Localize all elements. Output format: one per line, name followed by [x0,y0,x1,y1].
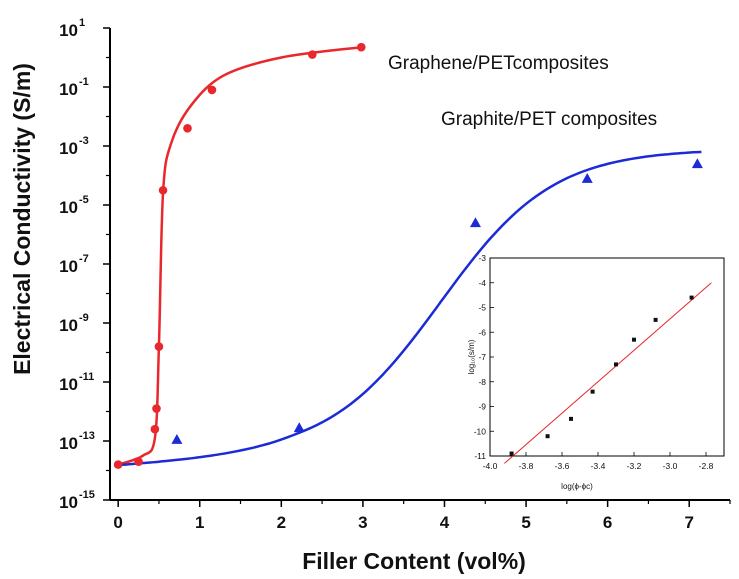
inset-point [689,295,694,300]
graphite-fit-curve [114,150,702,467]
inset-y-title: log₁₀(s/m) [467,339,476,374]
inset-fit-line [504,282,712,464]
inset-y-tick-label: -9 [478,402,486,412]
y-tick-exponent: -11 [79,371,94,383]
graphene-point [183,124,192,133]
inset-y-tick-label: -7 [478,352,486,362]
y-tick-label: 10 [59,21,78,40]
graphite-point [581,172,593,183]
y-tick-exponent: -9 [79,312,89,324]
graphene-point [207,85,217,95]
x-tick-label: 7 [684,513,693,532]
y-tick-label: 10 [59,316,78,335]
x-tick-label: 0 [113,513,122,532]
legend-graphite: Graphite/PET composites [441,109,657,130]
y-tick-exponent: 1 [79,17,85,29]
inset-y-tick-label: -11 [474,451,486,461]
y-tick-exponent: -13 [79,430,95,442]
y-tick-base: 10 [59,493,78,512]
y-tick-base: 10 [59,21,78,40]
graphene-point [154,342,164,351]
x-tick-label: 6 [603,513,612,532]
graphene-point [308,50,317,59]
y-tick-exponent: -1 [79,76,89,88]
inset-y-tick-label: -5 [478,303,486,313]
y-tick-label: 10 [59,434,78,453]
main-fit-curves [114,45,702,467]
y-tick-base: 10 [59,375,78,394]
inset-point [614,362,618,367]
main-axes [103,27,731,507]
inset-x-tick-label: -2.8 [699,461,714,471]
inset-tick-labels: -3 -4 -5 -6 -7 -8 -9 -10 -11-4.0 -3.8 -3.6 -3.4 -3.2… [474,253,714,471]
y-tick-label: 10 [59,80,78,99]
x-tick-label: 2 [277,513,286,532]
y-tick-exponent: -15 [79,489,95,501]
graphite-point [469,217,481,228]
inset-x-tick-label: -3.4 [591,461,606,471]
inset-x-title: log(ϕ-ϕc) [561,482,593,491]
graphite-point [171,434,183,444]
y-axis-title: Electrical Conductivity (S/m) [9,63,35,375]
inset-x-tick-label: -4.0 [483,461,498,471]
graphene-point [158,185,168,195]
x-tick-label: 3 [358,513,367,532]
y-tick-label: 10 [59,198,78,217]
inset-y-tick-label: -3 [478,253,486,263]
inset-data-points [509,295,694,456]
y-tick-base: 10 [59,139,78,158]
y-tick-label: 10 [59,375,78,394]
y-tick-base: 10 [59,80,78,99]
inset-y-tick-label: -8 [478,377,486,387]
y-tick-label: 10 [59,257,78,276]
legend-graphene: Graphene/PETcomposites [388,53,609,74]
y-tick-base: 10 [59,434,78,453]
inset-x-tick-label: -3.6 [555,461,570,471]
x-axis-title: Filler Content (vol%) [302,548,526,574]
inset-point [632,337,636,342]
graphene-fit-curve [117,45,362,466]
y-tick-label: 10 [59,139,78,158]
y-tick-exponent: -5 [79,194,89,206]
x-tick-label: 5 [521,513,530,532]
inset-y-tick-label: -4 [478,278,486,288]
graphene-point [356,42,366,52]
y-tick-label: 10 [59,493,78,512]
y-tick-exponent: -3 [79,135,89,147]
inset-fit-line [504,282,712,464]
graphite-point [691,158,703,169]
inset-point [545,434,550,439]
graphene-point [113,460,123,469]
inset-point [590,389,595,394]
inset-y-tick-label: -10 [474,426,487,436]
y-tick-base: 10 [59,198,78,217]
x-tick-label: 4 [440,513,450,532]
graphene-point [150,424,160,434]
inset-x-tick-label: -3.0 [663,461,678,471]
main-data-points [113,42,703,469]
graphene-point [134,457,143,466]
inset-axes [489,257,725,457]
inset-chart: -3 -4 -5 -6 -7 -8 -9 -10 -11-4.0 -3.8 -3.6 -3.4 -3.2… [467,253,725,491]
x-tick-label: 1 [195,513,204,532]
y-tick-base: 10 [59,316,78,335]
inset-frame [489,257,725,457]
inset-point [653,317,658,322]
graphene-point [152,404,161,413]
inset-y-tick-label: -6 [478,327,486,337]
inset-x-tick-label: -3.8 [519,461,534,471]
y-tick-base: 10 [59,257,78,276]
inset-x-tick-label: -3.2 [627,461,642,471]
inset-point [569,416,573,421]
graphite-point [293,422,305,433]
inset-point [509,451,514,456]
y-tick-exponent: -7 [79,253,89,265]
